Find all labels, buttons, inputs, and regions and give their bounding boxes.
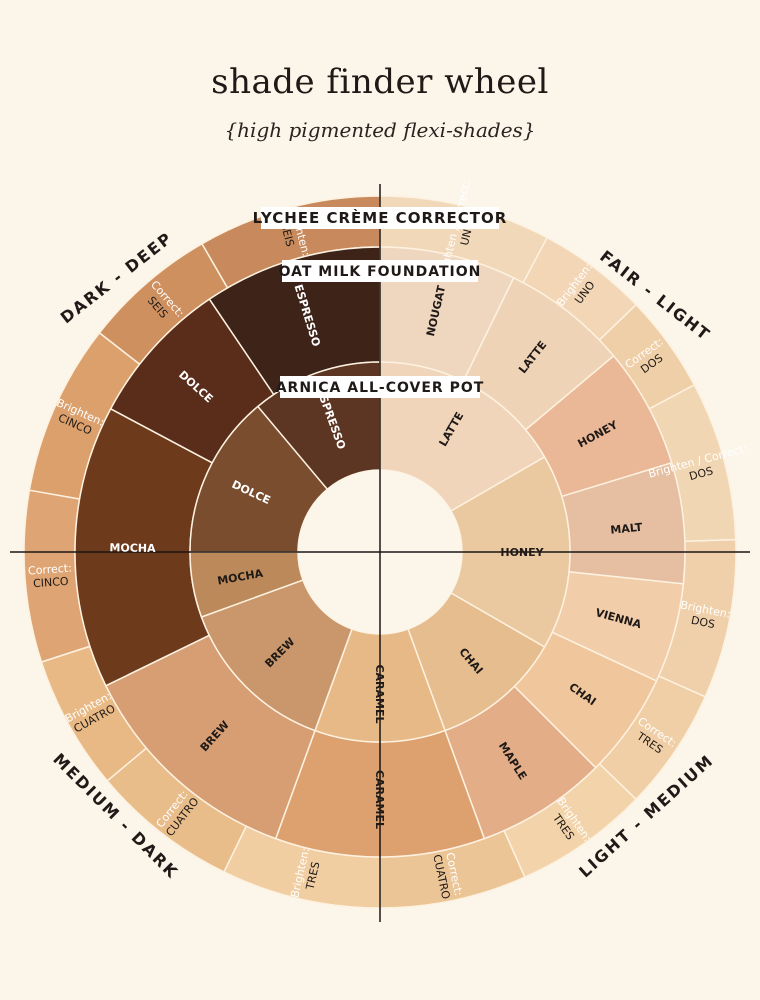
banner-outer-title: LYCHEE CRÈME CORRECTOR — [253, 208, 508, 227]
corrector-label: Correct:CINCO — [28, 562, 74, 591]
banner-middle-title: OAT MILK FOUNDATION — [279, 264, 482, 280]
pot-label: CARAMEL — [373, 664, 386, 723]
foundation-label: CARAMEL — [373, 770, 386, 829]
pot-label: HONEY — [500, 546, 544, 559]
foundation-label: MOCHA — [109, 541, 156, 555]
banner-inner-title: ARNICA ALL-COVER POT — [276, 380, 485, 396]
corrector-label-line2: CINCO — [33, 575, 70, 590]
